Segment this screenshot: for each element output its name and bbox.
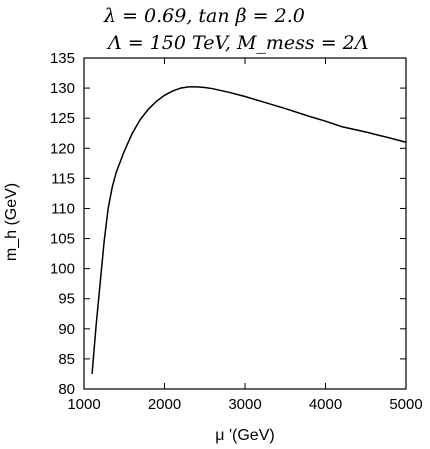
axis-ticks xyxy=(83,57,407,390)
y-tick-label: 120 xyxy=(50,140,75,157)
chart-title-line-1: λ = 0.69, tan β = 2.0 xyxy=(103,5,305,27)
y-tick-label: 110 xyxy=(51,200,75,217)
x-tick-label: 3000 xyxy=(228,396,261,413)
x-tick-label: 2000 xyxy=(148,396,181,413)
x-tick-label: 4000 xyxy=(309,396,342,413)
axis-tick-labels: 1000 2000 3000 4000 5000 80 85 90 95 100 105 110 115… xyxy=(50,50,423,413)
x-axis-label: μ '(GeV) xyxy=(215,427,274,444)
plot-frame xyxy=(83,57,407,390)
y-tick-label: 100 xyxy=(50,261,75,278)
y-tick-label: 80 xyxy=(58,381,75,398)
x-tick-label: 5000 xyxy=(389,396,422,413)
chart-title-line-2: Λ = 150 TeV, M_mess = 2Λ xyxy=(106,32,368,54)
x-tick-label: 1000 xyxy=(67,396,100,413)
y-tick-label: 125 xyxy=(50,110,75,127)
y-tick-label: 85 xyxy=(58,351,75,368)
y-tick-label: 105 xyxy=(50,231,75,248)
y-tick-label: 90 xyxy=(58,321,75,338)
y-tick-label: 115 xyxy=(51,170,75,187)
y-axis-label: m_h (GeV) xyxy=(3,183,20,261)
y-tick-label: 130 xyxy=(50,80,75,97)
series-line xyxy=(91,86,407,375)
y-tick-label: 135 xyxy=(50,50,75,67)
y-tick-label: 95 xyxy=(58,291,75,308)
